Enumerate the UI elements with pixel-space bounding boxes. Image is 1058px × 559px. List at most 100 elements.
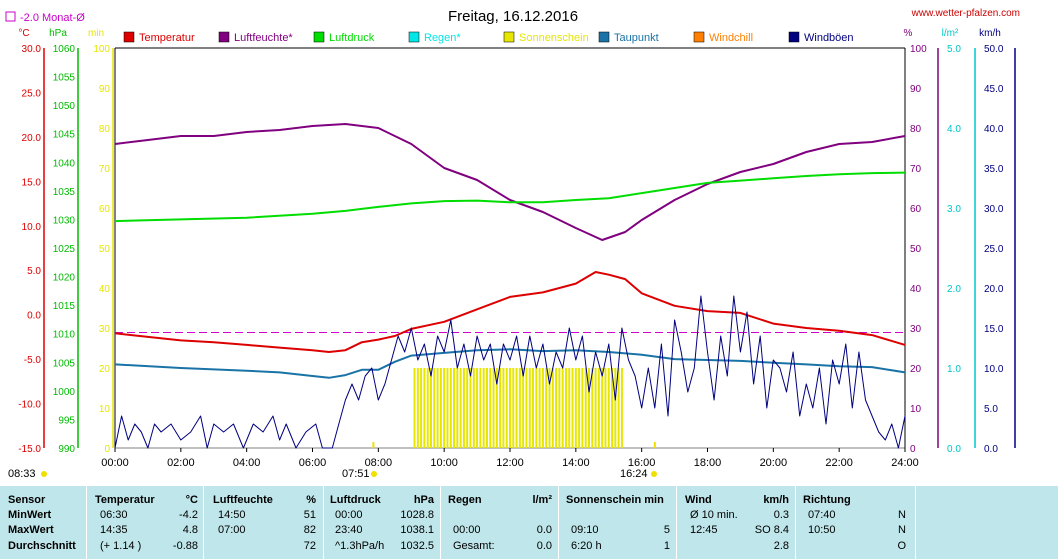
legend-swatch xyxy=(788,31,800,43)
pressure-tick-label: 1050 xyxy=(53,101,76,112)
legend-label: Luftfeuchte* xyxy=(234,32,293,44)
sunshine-bar xyxy=(564,368,567,448)
series-line-luftdruck xyxy=(114,171,906,223)
axis-unit-label: % xyxy=(904,28,913,39)
pressure-time: ^1.3hPa/h xyxy=(335,540,385,552)
sunshine-bar xyxy=(466,368,469,448)
axis-unit-label: l/m² xyxy=(942,28,959,39)
humidity-tick-label: 50 xyxy=(910,244,922,255)
sunshine-bar xyxy=(614,368,617,448)
x-tick-label: 06:00 xyxy=(299,457,327,469)
sunshine-bar xyxy=(584,368,587,448)
legend-swatch xyxy=(218,31,230,43)
legend-label: Windböen xyxy=(804,32,854,44)
wind-tick-label: 50.0 xyxy=(984,44,1004,55)
direction-header: Richtung xyxy=(803,494,851,506)
direction-value: O xyxy=(897,540,906,552)
sunshine-tick-label: 20 xyxy=(99,364,111,375)
legend-label: Sonnenschein xyxy=(519,32,589,44)
temp-tick-label: 25.0 xyxy=(22,88,42,99)
sunshine-bar xyxy=(459,368,462,448)
sunshine-bar xyxy=(541,368,544,448)
wind-header: Wind xyxy=(685,494,712,506)
sunshine-bar xyxy=(420,368,423,448)
sunshine-bar xyxy=(591,368,594,448)
pressure-tick-label: 1040 xyxy=(53,158,76,169)
sensor-row-label: MinWert xyxy=(8,509,52,521)
pressure-tick-label: 1030 xyxy=(53,215,76,226)
humidity-tick-label: 30 xyxy=(910,324,922,335)
direction-time: 07:40 xyxy=(808,509,836,521)
sunshine-bar xyxy=(578,368,581,448)
temperature-time: 06:30 xyxy=(100,509,128,521)
sunshine-bar xyxy=(485,368,488,448)
pressure-tick-label: 1045 xyxy=(53,130,76,141)
sunset-icon xyxy=(651,471,657,477)
sunshine-bar xyxy=(535,368,538,448)
wind-tick-label: 25.0 xyxy=(984,244,1004,255)
sun-time: 6:20 h xyxy=(571,540,602,552)
series-line-luftfeuchte xyxy=(114,123,906,241)
series-line-temperatur xyxy=(114,271,906,353)
humidity-tick-label: 0 xyxy=(910,444,916,455)
column-separator xyxy=(795,486,796,559)
sunshine-bar xyxy=(611,368,614,448)
legend-label: Luftdruck xyxy=(329,32,375,44)
sunshine-bar xyxy=(479,368,482,448)
sunshine-bar xyxy=(499,368,502,448)
legend-label: Windchill xyxy=(709,32,753,44)
humidity-tick-label: 80 xyxy=(910,124,922,135)
sunshine-bar xyxy=(604,368,607,448)
sunshine-bar xyxy=(522,368,525,448)
temperature-unit: °C xyxy=(185,494,198,506)
humidity-tick-label: 70 xyxy=(910,164,922,175)
temperature-value: -4.2 xyxy=(179,509,198,521)
sunshine-bar xyxy=(489,368,492,448)
sunshine-bar xyxy=(581,368,584,448)
column-separator xyxy=(440,486,441,559)
rain-tick-label: 3.0 xyxy=(947,204,961,215)
chart-title: Freitag, 16.12.2016 xyxy=(448,8,578,25)
sunshine-bar xyxy=(413,368,416,448)
sunshine-tick-label: 30 xyxy=(99,324,111,335)
sunshine-bar xyxy=(601,368,604,448)
rain-time: 00:00 xyxy=(453,524,481,536)
sunshine-bar xyxy=(532,368,535,448)
pressure-value: 1038.1 xyxy=(400,524,434,536)
weather-chart: -2.0 Monat-Ø Freitag, 16.12.2016 www.wet… xyxy=(5,8,1020,480)
temperature-time: 14:35 xyxy=(100,524,128,536)
pressure-tick-label: 1000 xyxy=(53,387,76,398)
sunshine-bar xyxy=(594,368,597,448)
humidity-tick-label: 100 xyxy=(910,44,927,55)
pressure-tick-label: 1005 xyxy=(53,358,76,369)
humidity-header: Luftfeuchte xyxy=(213,494,273,506)
legend-label: Regen* xyxy=(424,32,461,44)
sunshine-tick-label: 0 xyxy=(104,444,110,455)
column-separator xyxy=(86,486,87,559)
series-line-taupunkt xyxy=(114,348,906,379)
wind-tick-label: 10.0 xyxy=(984,364,1004,375)
humidity-value: 72 xyxy=(303,540,316,552)
pressure-tick-label: 995 xyxy=(58,415,75,426)
wind-tick-label: 20.0 xyxy=(984,284,1004,295)
monthly-avg-icon xyxy=(5,11,16,22)
x-tick-label: 08:00 xyxy=(365,457,393,469)
sunshine-bar xyxy=(518,368,521,448)
humidity-time: 07:00 xyxy=(218,524,246,536)
sunrise-mark-time: 07:51 xyxy=(342,468,370,480)
sunshine-bar xyxy=(426,368,429,448)
site-link[interactable]: www.wetter-pfalzen.com xyxy=(911,8,1020,19)
sun-header: Sonnenschein min xyxy=(566,494,664,506)
sunshine-bar xyxy=(492,368,495,448)
sunshine-bar xyxy=(525,368,528,448)
wind-tick-label: 0.0 xyxy=(984,444,998,455)
wind-tick-label: 35.0 xyxy=(984,164,1004,175)
x-tick-label: 18:00 xyxy=(694,457,722,469)
pressure-tick-label: 1010 xyxy=(53,330,76,341)
rain-tick-label: 2.0 xyxy=(947,284,961,295)
legend-label: Taupunkt xyxy=(614,32,659,44)
rain-unit: l/m² xyxy=(532,494,552,506)
monthly-avg-label: -2.0 Monat-Ø xyxy=(20,12,85,24)
sunshine-tick-label: 100 xyxy=(93,44,110,55)
wind-unit: km/h xyxy=(763,494,789,506)
